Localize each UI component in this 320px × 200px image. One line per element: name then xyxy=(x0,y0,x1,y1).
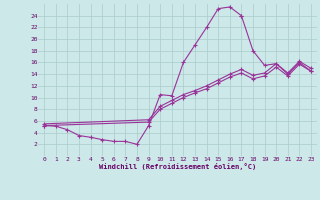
X-axis label: Windchill (Refroidissement éolien,°C): Windchill (Refroidissement éolien,°C) xyxy=(99,163,256,170)
